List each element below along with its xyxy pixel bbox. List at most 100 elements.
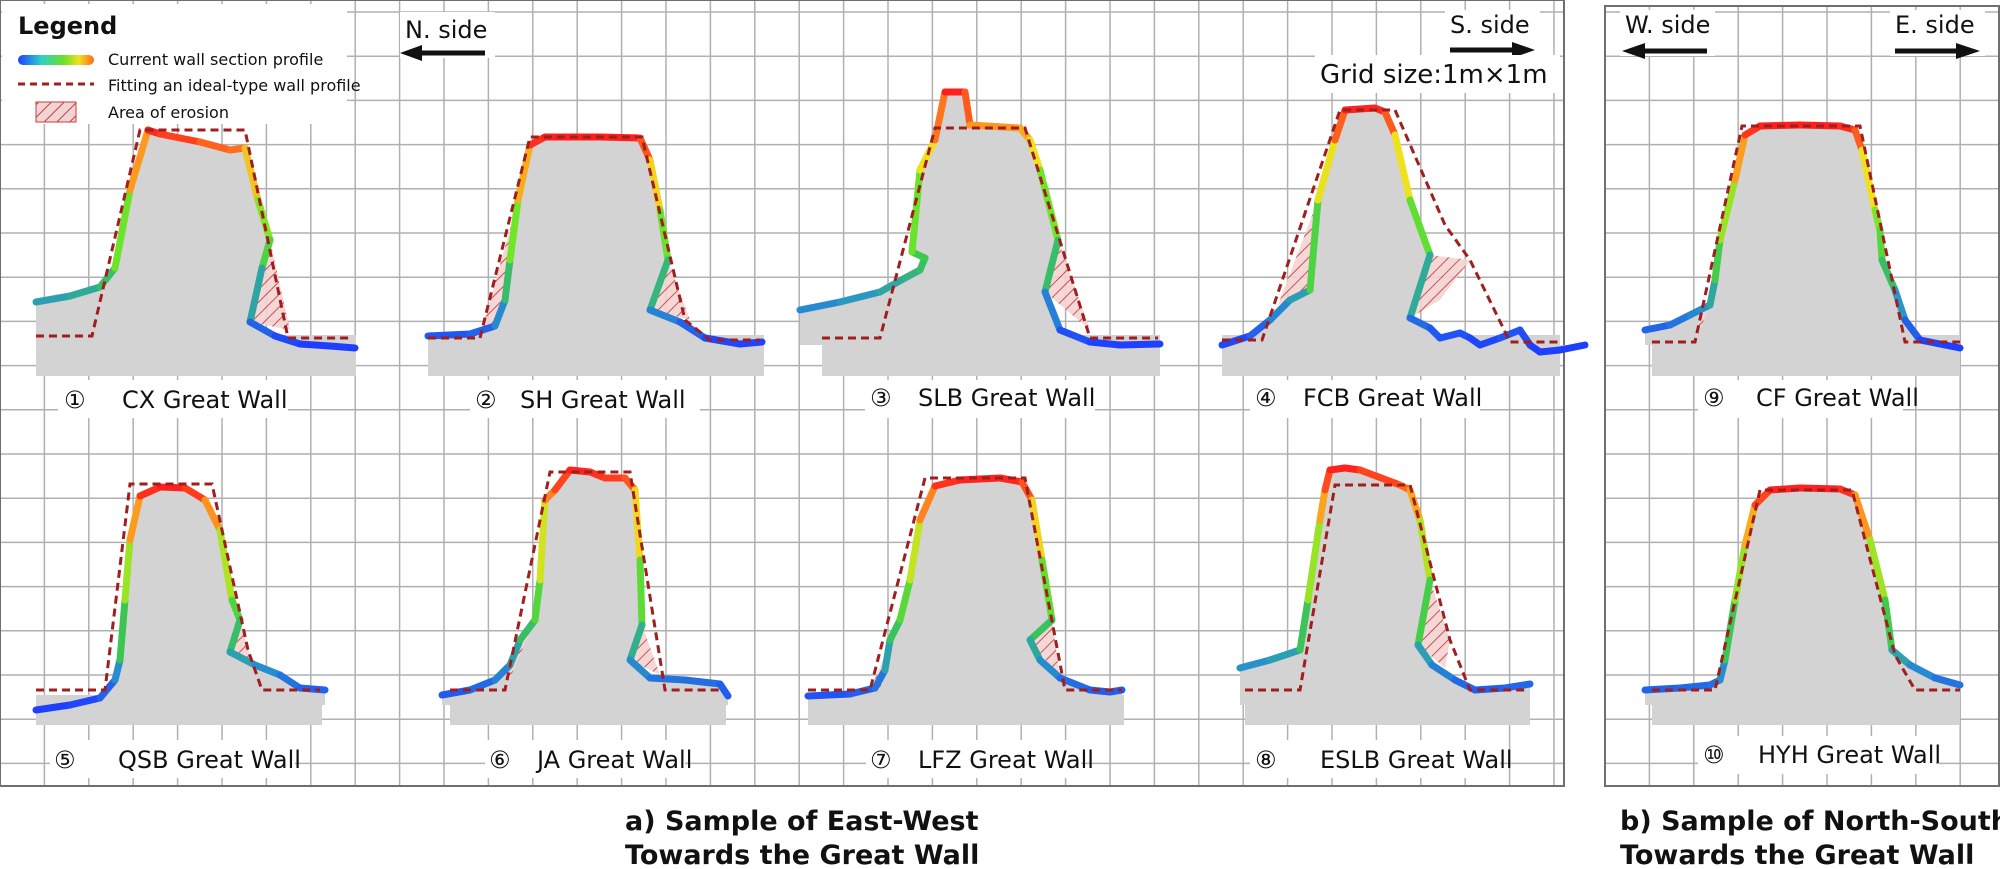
profile-segment [631, 486, 644, 564]
profile-segment [1028, 496, 1046, 564]
profile-segment [216, 526, 236, 604]
sample-name: SLB Great Wall [918, 384, 1095, 412]
ideal-profile [36, 482, 320, 692]
profile-segment [646, 256, 672, 314]
direction-n-side: N. side [400, 12, 495, 61]
wall-1 [32, 126, 359, 376]
profile-segment [181, 484, 209, 504]
profile-segment [1866, 536, 1889, 604]
profile-segment [1501, 680, 1534, 692]
profile-segment [126, 492, 144, 544]
wall-body [1240, 468, 1530, 705]
profile-segment [1414, 576, 1434, 649]
profile-segment [121, 536, 134, 604]
ideal-profile [1245, 483, 1525, 692]
sample-number: ⑥ [489, 746, 511, 774]
profile-segment [646, 156, 664, 214]
label-bg [1698, 380, 1903, 418]
profile-segment [1851, 126, 1866, 154]
wall-2 [424, 133, 766, 376]
profile-segment [736, 338, 766, 348]
profile-segment [931, 476, 964, 490]
sample-label: ④ FCB Great Wall [1250, 380, 1482, 418]
profile-segment [646, 674, 689, 684]
profile-segment [1306, 196, 1322, 294]
profile-segment [1406, 196, 1434, 259]
profile-segment [1236, 656, 1274, 672]
profile-segment [1851, 491, 1874, 544]
profile-segment [424, 330, 474, 340]
profile-segment [551, 466, 574, 494]
profile-segment [1901, 316, 1924, 344]
profile-segment [961, 88, 974, 129]
profile-segment [1381, 108, 1399, 139]
sample-name: ESLB Great Wall [1320, 746, 1513, 774]
ideal-profile [1652, 124, 1960, 344]
profile-segment [296, 340, 334, 350]
sample-name: LFZ Great Wall [918, 746, 1094, 774]
profile-segment [1056, 326, 1094, 346]
profile-segment [1331, 106, 1349, 144]
sample-number: ⑧ [1255, 746, 1277, 774]
erosion-area [505, 620, 535, 690]
grid-size-bg [1315, 55, 1560, 93]
left-arrow-icon [1622, 43, 1645, 59]
profile-segment [1316, 486, 1329, 524]
profile-segment [66, 694, 104, 709]
profile-segment [1428, 661, 1459, 684]
profile-segment [1716, 176, 1739, 244]
wall-4 [1218, 104, 1589, 376]
label-bg [1698, 736, 1936, 774]
profile-segment [96, 264, 119, 291]
profile-segment [1026, 636, 1044, 664]
profile-segment [881, 636, 894, 674]
wall-body [800, 92, 1160, 345]
profile-segment [491, 661, 514, 684]
caption-b-line1: b) Sample of North-South [1620, 806, 2000, 837]
profile-segment [196, 138, 234, 154]
profile-segment [271, 332, 304, 348]
profile-segment [996, 474, 1026, 486]
profile-segment [1056, 674, 1094, 694]
label-bg [865, 380, 1095, 418]
profile-segment [1751, 486, 1774, 509]
wall-5 [32, 482, 329, 725]
sample-number: ⑨ [1703, 384, 1725, 412]
sample-number: ④ [1255, 384, 1277, 412]
profile-segment [258, 236, 274, 272]
label-bg [1250, 380, 1480, 418]
profile-segment [254, 196, 274, 244]
profile-segment [1666, 311, 1694, 329]
label-bg [485, 740, 685, 778]
profile-segment [228, 596, 244, 624]
profile-segment [491, 296, 509, 330]
sample-name: CF Great Wall [1756, 384, 1919, 412]
sample-label: ⑧ ESLB Great Wall [1250, 740, 1513, 778]
profile-segment [1266, 296, 1294, 324]
sample-label: ⑥ JA Great Wall [485, 740, 692, 778]
profile-segment [516, 616, 539, 644]
sample-number: ③ [870, 384, 892, 412]
sample-labels: ① CX Great Wall ② SH Great Wall ③ SLB Gr… [50, 380, 1941, 778]
sample-label: ① CX Great Wall [58, 380, 288, 418]
profile-segment [1556, 341, 1589, 354]
label-bg [50, 740, 295, 778]
caption-a-line1: a) Sample of East-West [625, 806, 979, 837]
label-bg [1250, 740, 1500, 778]
profile-segment [1706, 276, 1719, 309]
e-side-label: E. side [1895, 11, 1975, 39]
profile-segment [1116, 340, 1164, 349]
profile-segment [1406, 251, 1434, 322]
ideal-profile [1222, 108, 1560, 344]
wall-body [1645, 125, 1960, 348]
wall-3 [796, 88, 1164, 376]
profile-segment [1036, 656, 1064, 682]
grid-size-note: Grid size:1m×1m [1315, 55, 1560, 93]
profile-segment [1888, 646, 1914, 669]
profile-segment [886, 616, 904, 644]
legend-hatch-swatch [35, 101, 77, 123]
profile-segment [1641, 684, 1684, 694]
sample-name: HYH Great Wall [1758, 741, 1941, 769]
profile-segment [296, 684, 329, 694]
profile-segment [501, 256, 514, 304]
